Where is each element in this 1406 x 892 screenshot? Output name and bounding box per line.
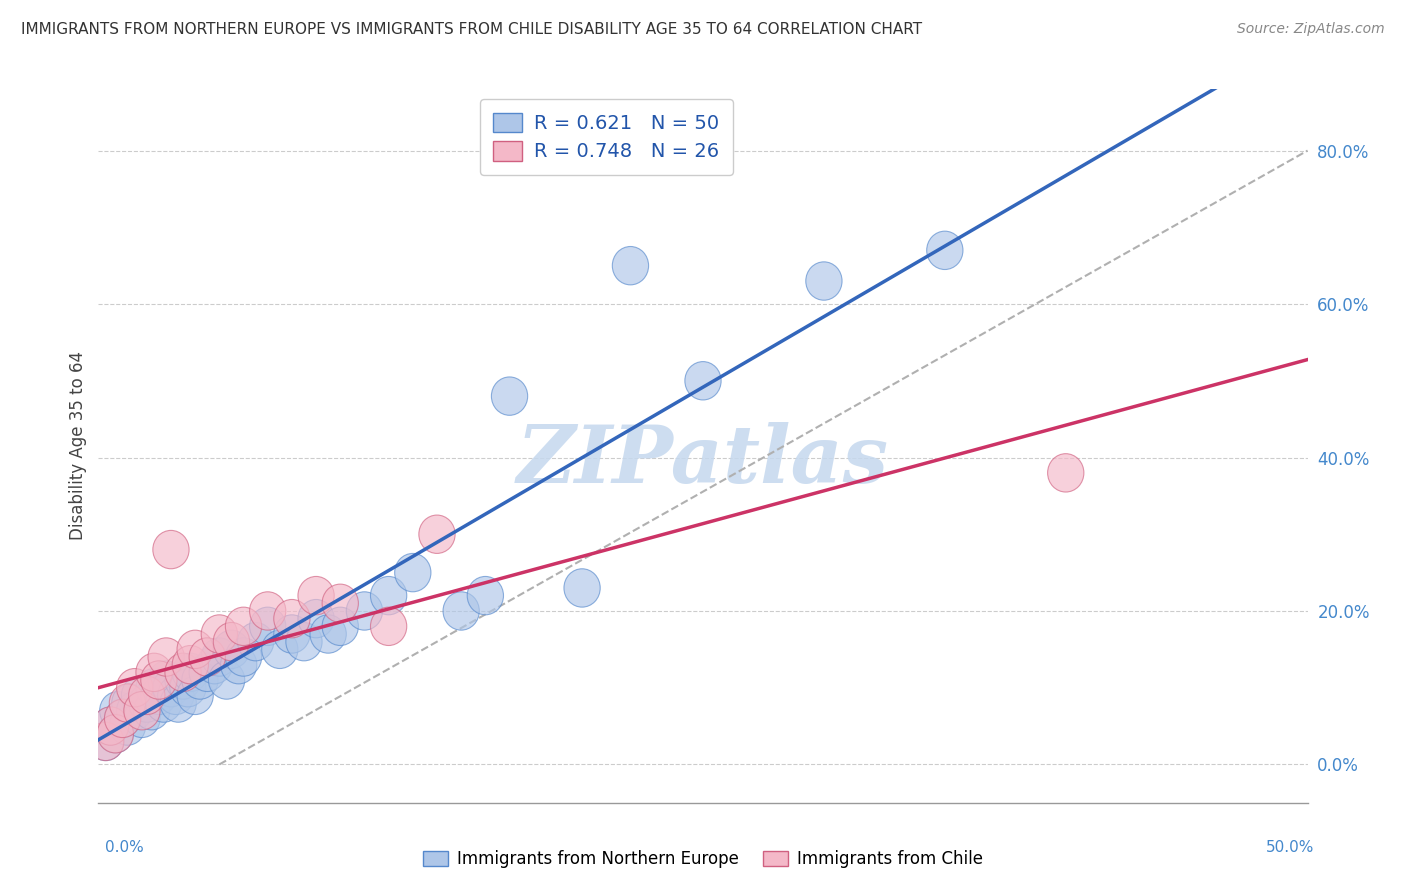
Ellipse shape: [136, 653, 172, 691]
Ellipse shape: [564, 569, 600, 607]
Ellipse shape: [250, 591, 285, 630]
Ellipse shape: [134, 691, 170, 730]
Ellipse shape: [170, 668, 207, 706]
Ellipse shape: [93, 706, 129, 745]
Ellipse shape: [148, 661, 184, 699]
Ellipse shape: [221, 646, 257, 684]
Legend: R = 0.621   N = 50, R = 0.748   N = 26: R = 0.621 N = 50, R = 0.748 N = 26: [479, 99, 733, 175]
Ellipse shape: [104, 699, 141, 738]
Ellipse shape: [201, 638, 238, 676]
Text: IMMIGRANTS FROM NORTHERN EUROPE VS IMMIGRANTS FROM CHILE DISABILITY AGE 35 TO 64: IMMIGRANTS FROM NORTHERN EUROPE VS IMMIG…: [21, 22, 922, 37]
Text: 0.0%: 0.0%: [105, 840, 145, 855]
Ellipse shape: [146, 684, 181, 723]
Ellipse shape: [177, 630, 214, 668]
Y-axis label: Disability Age 35 to 64: Disability Age 35 to 64: [69, 351, 87, 541]
Ellipse shape: [197, 646, 232, 684]
Ellipse shape: [148, 638, 184, 676]
Ellipse shape: [117, 668, 153, 706]
Ellipse shape: [97, 714, 134, 753]
Ellipse shape: [97, 714, 134, 753]
Ellipse shape: [100, 691, 136, 730]
Ellipse shape: [419, 515, 456, 553]
Ellipse shape: [177, 676, 214, 714]
Ellipse shape: [111, 684, 148, 723]
Ellipse shape: [274, 599, 311, 638]
Text: 50.0%: 50.0%: [1267, 840, 1315, 855]
Ellipse shape: [346, 591, 382, 630]
Ellipse shape: [141, 676, 177, 714]
Ellipse shape: [104, 699, 141, 738]
Ellipse shape: [141, 661, 177, 699]
Ellipse shape: [93, 706, 129, 745]
Ellipse shape: [214, 623, 250, 661]
Ellipse shape: [685, 361, 721, 400]
Ellipse shape: [188, 653, 225, 691]
Ellipse shape: [467, 576, 503, 615]
Ellipse shape: [136, 668, 172, 706]
Ellipse shape: [395, 553, 432, 591]
Ellipse shape: [157, 676, 194, 714]
Ellipse shape: [311, 615, 346, 653]
Ellipse shape: [181, 661, 218, 699]
Ellipse shape: [1047, 454, 1084, 492]
Ellipse shape: [225, 607, 262, 646]
Ellipse shape: [110, 706, 146, 745]
Ellipse shape: [613, 246, 648, 285]
Ellipse shape: [298, 576, 335, 615]
Ellipse shape: [172, 646, 208, 684]
Ellipse shape: [87, 723, 124, 761]
Ellipse shape: [208, 661, 245, 699]
Ellipse shape: [443, 591, 479, 630]
Ellipse shape: [87, 723, 124, 761]
Ellipse shape: [806, 262, 842, 301]
Ellipse shape: [322, 607, 359, 646]
Ellipse shape: [188, 638, 225, 676]
Ellipse shape: [165, 653, 201, 691]
Ellipse shape: [250, 607, 285, 646]
Ellipse shape: [110, 684, 146, 723]
Ellipse shape: [238, 623, 274, 661]
Ellipse shape: [274, 615, 311, 653]
Ellipse shape: [172, 653, 208, 691]
Ellipse shape: [492, 377, 527, 416]
Ellipse shape: [153, 531, 190, 569]
Ellipse shape: [298, 599, 335, 638]
Ellipse shape: [165, 661, 201, 699]
Ellipse shape: [262, 630, 298, 668]
Ellipse shape: [322, 584, 359, 623]
Ellipse shape: [124, 691, 160, 730]
Text: Source: ZipAtlas.com: Source: ZipAtlas.com: [1237, 22, 1385, 37]
Ellipse shape: [225, 638, 262, 676]
Ellipse shape: [371, 607, 406, 646]
Ellipse shape: [117, 691, 153, 730]
Ellipse shape: [371, 576, 406, 615]
Ellipse shape: [201, 615, 238, 653]
Ellipse shape: [124, 699, 160, 738]
Text: ZIPatlas: ZIPatlas: [517, 422, 889, 499]
Ellipse shape: [927, 231, 963, 269]
Ellipse shape: [214, 630, 250, 668]
Ellipse shape: [129, 684, 165, 723]
Legend: Immigrants from Northern Europe, Immigrants from Chile: Immigrants from Northern Europe, Immigra…: [416, 844, 990, 875]
Ellipse shape: [129, 676, 165, 714]
Ellipse shape: [160, 684, 197, 723]
Ellipse shape: [121, 676, 157, 714]
Ellipse shape: [285, 623, 322, 661]
Ellipse shape: [153, 668, 190, 706]
